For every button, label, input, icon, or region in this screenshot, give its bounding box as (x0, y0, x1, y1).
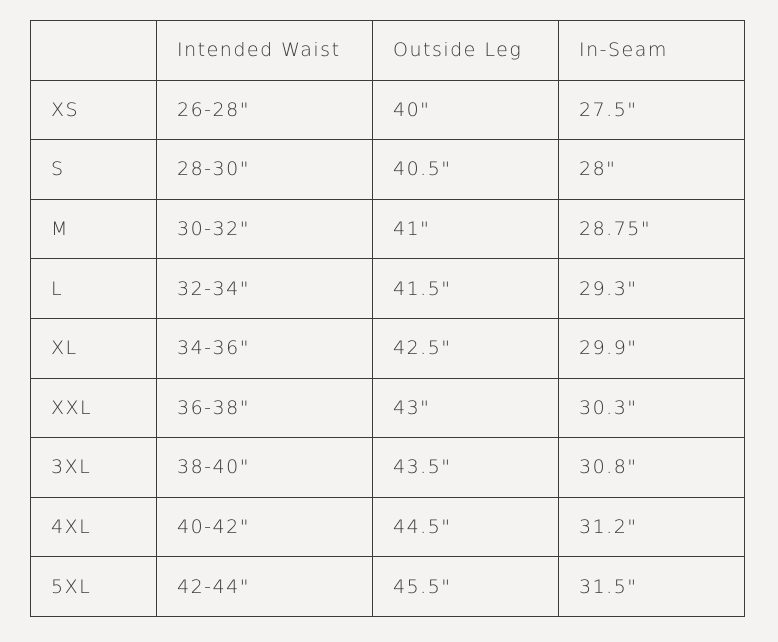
table-row: 4XL 40-42" 44.5" 31.2" (30, 496, 745, 558)
table-cell: 42.5" (372, 317, 559, 379)
table-cell: 41" (372, 198, 559, 260)
table-cell: 29.9" (558, 317, 745, 379)
size-chart-table: Intended Waist Outside Leg In-Seam XS 26-28"… (30, 20, 745, 617)
table-cell: 26-28" (156, 79, 373, 141)
table-cell: 30.8" (558, 437, 745, 498)
size-chart-body: Intended Waist Outside Leg In-Seam XS 26-28"… (30, 20, 745, 617)
table-cell: S (30, 139, 157, 200)
table-cell: 42-44" (156, 556, 373, 617)
table-row: L 32-34" 41.5" 29.3" (30, 258, 745, 319)
table-row: XS 26-28" 40" 27.5" (30, 79, 745, 141)
table-cell: 40" (372, 79, 559, 141)
table-cell: 43" (372, 377, 559, 439)
table-cell: XXL (30, 377, 157, 439)
table-cell: 41.5" (372, 258, 559, 319)
table-cell: M (30, 198, 157, 260)
table-cell: 36-38" (156, 377, 373, 439)
table-row: 3XL 38-40" 43.5" 30.8" (30, 437, 745, 498)
table-cell: 28-30" (156, 139, 373, 200)
table-row: XL 34-36" 42.5" 29.9" (30, 317, 745, 379)
table-cell: 31.5" (558, 556, 745, 617)
table-cell: 43.5" (372, 437, 559, 498)
table-row: 5XL 42-44" 45.5" 31.5" (30, 556, 745, 617)
table-cell: 38-40" (156, 437, 373, 498)
table-cell: 4XL (30, 496, 157, 558)
table-cell: 34-36" (156, 317, 373, 379)
table-cell: 30-32" (156, 198, 373, 260)
table-cell: 31.2" (558, 496, 745, 558)
table-cell: 30.3" (558, 377, 745, 439)
table-row: XXL 36-38" 43" 30.3" (30, 377, 745, 439)
column-header (30, 20, 157, 81)
table-cell: 3XL (30, 437, 157, 498)
table-cell: 40.5" (372, 139, 559, 200)
table-cell: L (30, 258, 157, 319)
table-cell: 29.3" (558, 258, 745, 319)
header-row: Intended Waist Outside Leg In-Seam (30, 20, 745, 81)
table-cell: XS (30, 79, 157, 141)
column-header: In-Seam (558, 20, 745, 81)
table-cell: 28.75" (558, 198, 745, 260)
table-cell: 40-42" (156, 496, 373, 558)
table-cell: 44.5" (372, 496, 559, 558)
table-cell: 32-34" (156, 258, 373, 319)
table-cell: XL (30, 317, 157, 379)
table-row: M 30-32" 41" 28.75" (30, 198, 745, 260)
table-cell: 28" (558, 139, 745, 200)
column-header: Outside Leg (372, 20, 559, 81)
table-row: S 28-30" 40.5" 28" (30, 139, 745, 200)
table-cell: 45.5" (372, 556, 559, 617)
table-cell: 5XL (30, 556, 157, 617)
column-header: Intended Waist (156, 20, 373, 81)
table-cell: 27.5" (558, 79, 745, 141)
